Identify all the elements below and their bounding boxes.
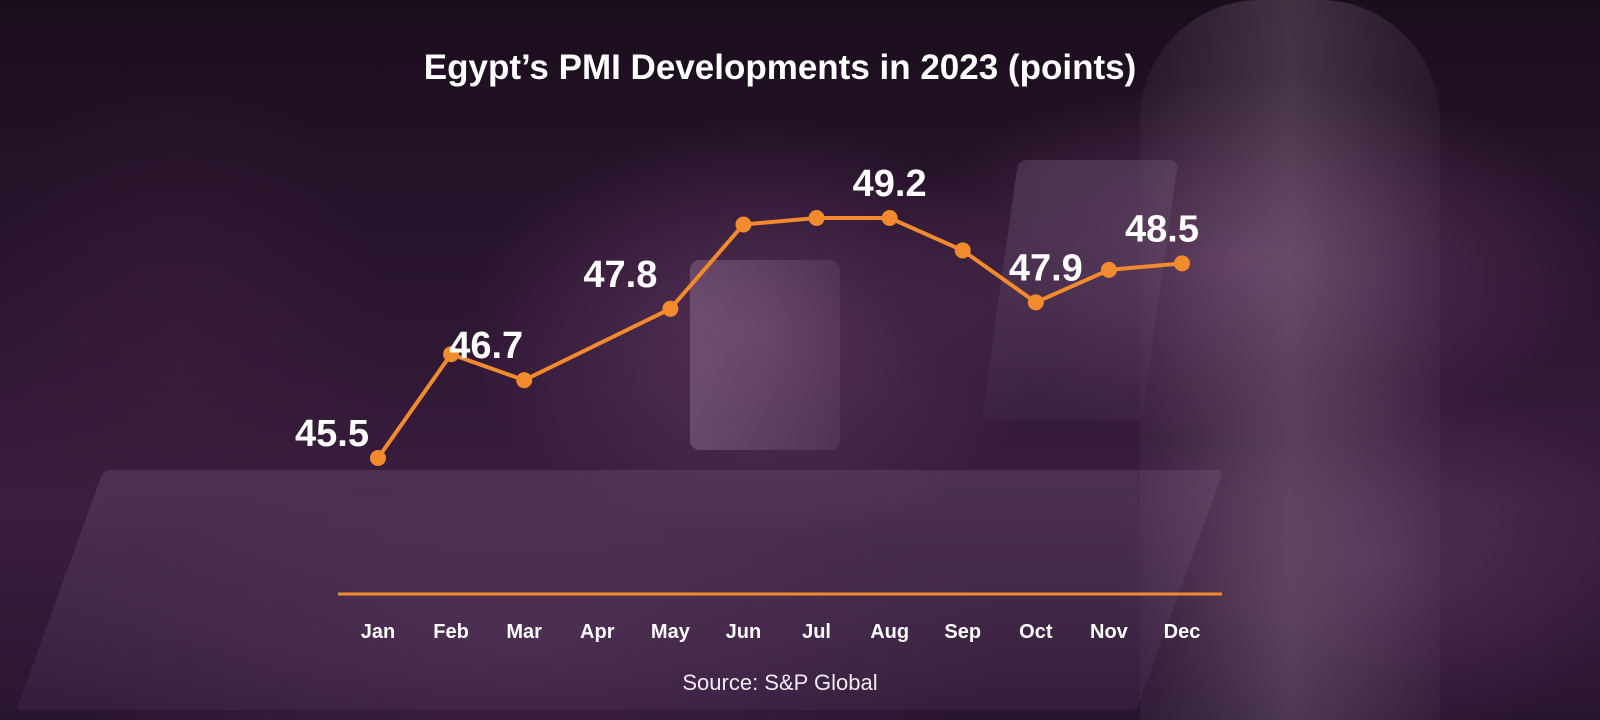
x-tick-label: Feb <box>433 621 469 643</box>
x-tick-label: Dec <box>1164 621 1201 643</box>
x-tick-label: Oct <box>1019 621 1053 643</box>
data-label: 47.9 <box>1009 247 1083 289</box>
x-tick-label: Aug <box>870 621 909 643</box>
x-tick-label: Mar <box>506 621 542 643</box>
x-tick-label: Sep <box>944 621 981 643</box>
data-point-jan <box>370 450 386 466</box>
x-tick-label: May <box>651 621 691 643</box>
data-point-nov <box>1100 261 1117 278</box>
data-point-dec <box>1174 255 1190 272</box>
data-point-mar <box>516 372 533 389</box>
data-point-may <box>662 300 679 317</box>
data-point-jun <box>735 216 752 233</box>
x-tick-label: Jan <box>361 621 395 643</box>
data-point-feb <box>443 346 460 363</box>
data-label: 45.5 <box>295 413 369 455</box>
data-point-jul <box>808 210 825 226</box>
chart-source: Source: S&P Global <box>682 670 878 695</box>
chart-title: Egypt’s PMI Developments in 2023 (points… <box>423 48 1137 87</box>
data-label: 49.2 <box>853 163 927 205</box>
x-tick-label: Nov <box>1090 621 1129 643</box>
data-label: 46.7 <box>449 325 523 367</box>
x-tick-label: Apr <box>580 621 615 643</box>
data-label: 47.8 <box>583 254 657 296</box>
data-point-sep <box>954 242 971 259</box>
x-tick-label: Jul <box>802 621 831 643</box>
x-tick-label: Jun <box>726 621 762 643</box>
data-point-aug <box>881 210 898 226</box>
data-point-oct <box>1027 294 1044 311</box>
data-label: 48.5 <box>1125 208 1199 250</box>
